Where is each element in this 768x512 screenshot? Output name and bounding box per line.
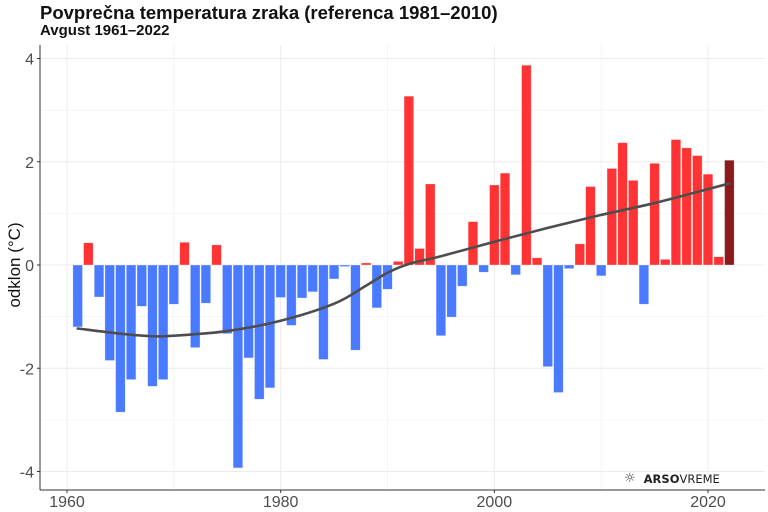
bar-1977 (243, 264, 254, 359)
bar-1968 (147, 264, 158, 387)
y-tick-label: 4 (25, 52, 34, 69)
bar-2018 (681, 147, 692, 266)
bar-2008 (574, 243, 585, 266)
bar-1970 (168, 264, 179, 305)
bar-1965 (115, 264, 126, 413)
trend-line (76, 182, 731, 338)
bar-1999 (478, 264, 489, 273)
bar-1971 (179, 241, 190, 266)
bar-1988 (361, 262, 372, 266)
bar-1978 (254, 264, 265, 400)
bar-1994 (425, 183, 436, 266)
chart-subtitle: Avgust 1961–2022 (40, 22, 170, 39)
bar-1990 (382, 264, 393, 290)
bar-2005 (542, 264, 553, 368)
x-tick-label: 2020 (690, 494, 726, 511)
bar-1996 (446, 264, 457, 318)
bar-1989 (371, 264, 382, 309)
bar-1962 (83, 242, 94, 266)
bar-1991 (393, 261, 404, 266)
bar-1983 (307, 264, 318, 293)
sun-strike-icon: ☼ (624, 471, 636, 486)
bar-2015 (649, 162, 660, 266)
bar-2002 (510, 264, 521, 276)
bar-2022 (724, 159, 735, 266)
bar-1980 (275, 264, 286, 298)
bar-1997 (457, 264, 468, 287)
bar-2007 (564, 264, 575, 269)
bar-1979 (264, 264, 276, 389)
bar-1993 (414, 248, 425, 266)
bar-1998 (467, 221, 479, 266)
bar-2004 (531, 257, 543, 266)
bar-1963 (93, 264, 105, 298)
bar-1974 (211, 244, 222, 266)
bar-2017 (670, 139, 682, 266)
arso-logo: ☼ ARSOVREME (624, 471, 720, 486)
bars (72, 64, 735, 469)
bar-2000 (489, 184, 500, 266)
chart-title: Povprečna temperatura zraka (referenca 1… (40, 2, 498, 23)
y-tick-label: -2 (20, 361, 34, 378)
bar-1986 (339, 264, 350, 267)
bar-1975 (222, 264, 233, 334)
bar-2021 (713, 256, 724, 266)
bar-2003 (521, 64, 532, 266)
bar-1985 (328, 264, 340, 280)
x-tick-label: 1980 (263, 494, 299, 511)
bar-1967 (136, 264, 147, 307)
bar-1976 (232, 264, 244, 469)
logo-brand-light: VREME (679, 471, 720, 486)
bar-2019 (692, 155, 703, 266)
y-tick-label: -4 (20, 465, 34, 482)
bar-1964 (104, 264, 115, 361)
bar-2006 (553, 264, 564, 393)
bar-1973 (200, 264, 211, 304)
logo-brand-bold: ARSO (643, 471, 680, 486)
bar-1966 (125, 264, 137, 380)
bar-1984 (318, 264, 329, 360)
axes: -4 -2 0 2 4 1960 1980 2000 2020 (20, 45, 765, 511)
bar-1972 (190, 264, 201, 348)
bar-1992 (403, 95, 414, 266)
y-tick-label: 2 (25, 155, 34, 172)
bar-2012 (617, 142, 628, 266)
bar-2010 (596, 264, 607, 277)
bar-1981 (286, 264, 297, 326)
bar-1987 (350, 264, 361, 351)
bar-1982 (296, 264, 308, 299)
bar-1969 (158, 264, 169, 380)
bar-1995 (435, 264, 447, 337)
bar-2009 (585, 186, 596, 266)
bar-2014 (638, 264, 650, 305)
x-tick-label: 1960 (49, 494, 85, 511)
bar-1961 (72, 264, 83, 328)
bar-2020 (702, 173, 714, 266)
bar-2001 (499, 172, 511, 266)
bar-2011 (606, 168, 617, 266)
bar-2016 (660, 259, 671, 266)
y-tick-label: 0 (25, 258, 34, 275)
bar-2013 (628, 180, 639, 266)
y-axis-label: odklon (°C) (5, 222, 24, 307)
x-tick-label: 2000 (477, 494, 513, 511)
